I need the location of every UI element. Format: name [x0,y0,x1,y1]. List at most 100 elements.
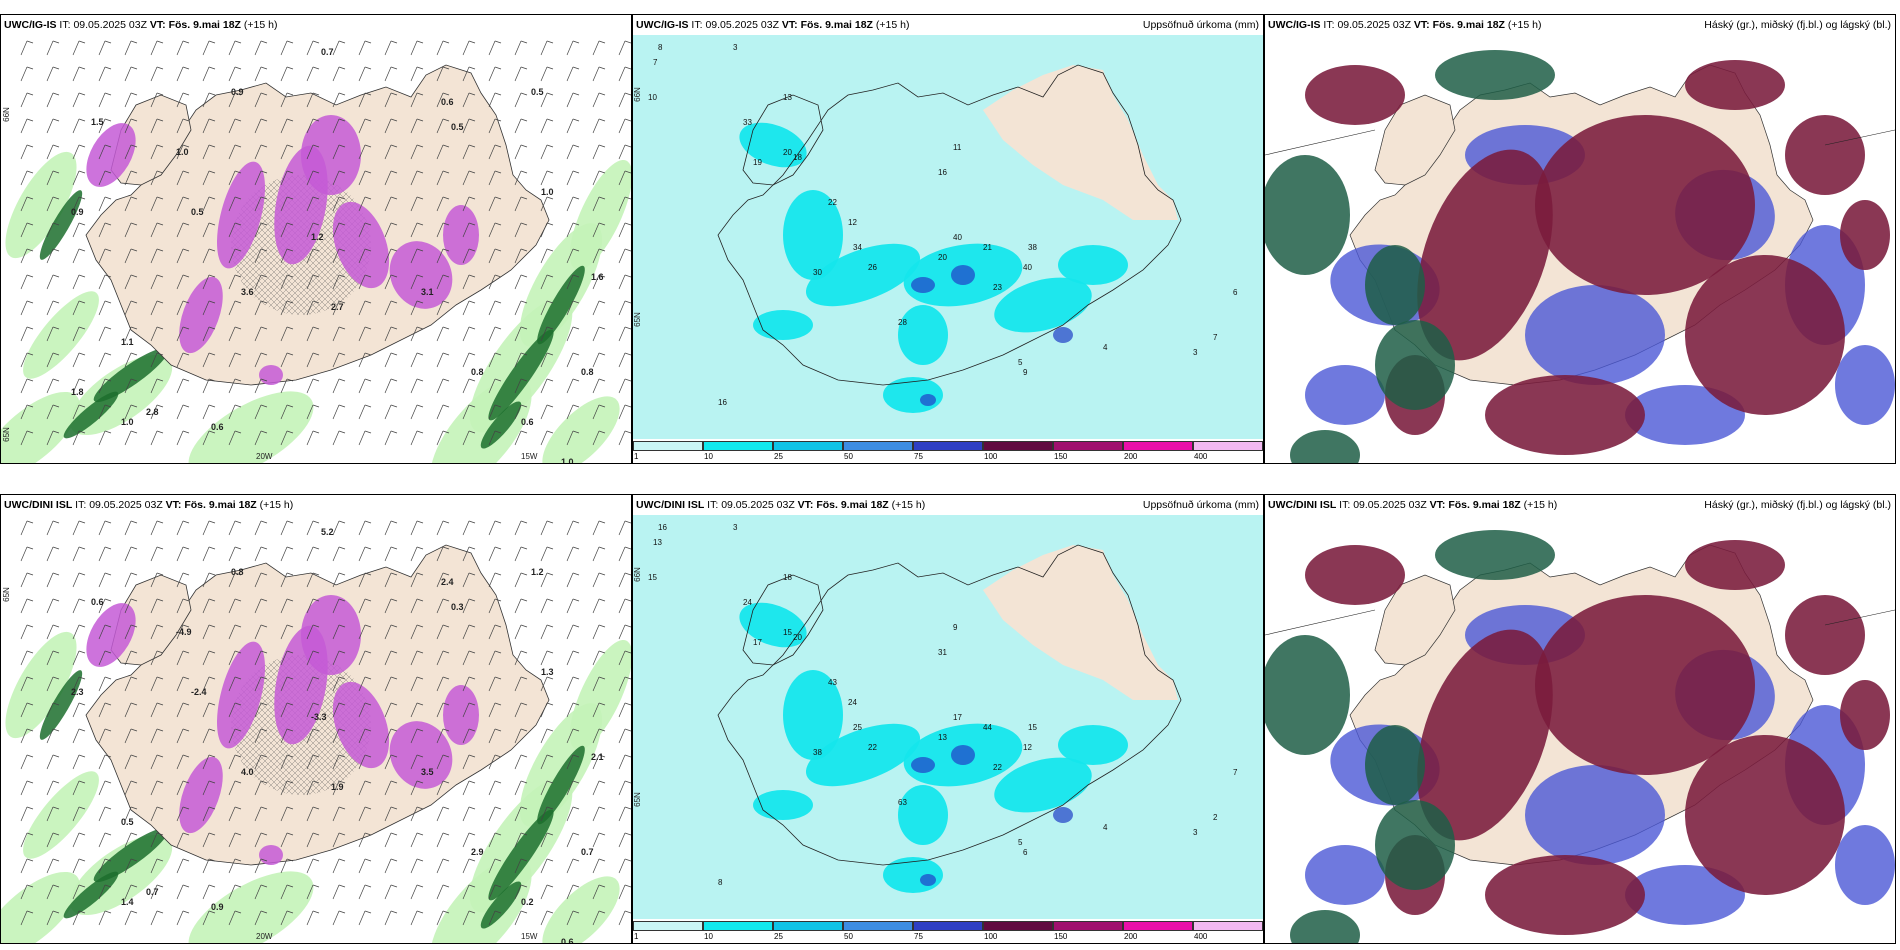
wind-barb [462,274,470,290]
wind-barb [462,858,470,874]
low-cloud-area [1625,865,1745,925]
wind-barb [462,196,470,212]
precipitation-area [783,670,843,760]
wind-barb [540,378,548,394]
wind-barb [410,520,418,536]
wind-barb [20,520,28,536]
wind-barb [306,650,314,666]
dry-land-area [983,545,1178,700]
wind-barb [46,430,54,446]
wind-barb [384,248,392,264]
wind-barb [124,910,132,926]
snowfall-area [259,365,283,385]
wind-barb [72,222,80,238]
wind-barb [566,806,574,822]
wind-barb [176,676,184,692]
wind-barb [566,910,574,926]
wind-barb [254,754,262,770]
wind-barb [98,572,106,588]
value-label: 0.6 [91,597,104,607]
wind-barb [228,832,236,848]
wind-barb [462,780,470,796]
value-label: 0.8 [471,367,484,377]
strong-wind-area [39,190,83,260]
wind-barb [176,66,184,82]
wind-barb [592,832,600,848]
wind-barb [176,650,184,666]
model-name: UWC/IG-IS [1268,19,1321,31]
wind-barb [280,806,288,822]
heavy-precipitation-area [951,265,975,285]
value-label: 2.9 [471,847,484,857]
wind-barb [202,92,210,108]
wind-barb [332,274,340,290]
wind-barb [514,702,522,718]
wind-barb [150,858,158,874]
wind-barb [462,884,470,900]
colorbar-tick-label: 400 [1194,932,1208,941]
wind-barb [592,40,600,56]
wind-snow-map: 0.7 0.6 0.5 0.9 1.0 0.5 1.2 1.0 1.6 3.1 2.7 3.6 0.8 1… [1,40,631,463]
wind-barb [254,520,262,536]
wind-barb [514,858,522,874]
colorbar-tick-label: 1 [634,452,639,461]
wind-barb [436,728,444,744]
issue-label: IT: [1339,499,1351,511]
wind-barb [254,676,262,692]
wind-barb [410,118,418,134]
value-label: 1.8 [71,387,84,397]
wind-barb [410,274,418,290]
wind-barb [202,248,210,264]
wind-barb [20,598,28,614]
wind-barb [436,378,444,394]
wind-barb [228,40,236,56]
wind-barb [72,118,80,134]
wind-barb [618,728,626,744]
wind-barb [540,404,548,420]
wind-barb [332,910,340,926]
wind-barb [98,598,106,614]
wind-barb [176,572,184,588]
wind-barb [306,728,314,744]
wind-barb [150,248,158,264]
wind-barb [280,196,288,212]
wind-barb [358,754,366,770]
issue-label: IT: [691,19,703,31]
wind-barb [124,780,132,796]
precip-value-label: 24 [848,698,857,707]
wind-barb [150,754,158,770]
value-label: 2.3 [71,687,84,697]
lead-time: (+15 h) [1507,19,1542,31]
precip-value-label: 23 [993,283,1002,292]
wind-barb [618,598,626,614]
latitude-label: 65N [632,312,642,327]
wind-barb [436,624,444,640]
wind-barb [254,780,262,796]
wind-barb [384,352,392,368]
lead-time: (+15 h) [891,499,926,511]
wind-barb [566,520,574,536]
wind-barb [98,780,106,796]
wind-barb [98,66,106,82]
wind-area [23,291,99,379]
wind-barb [618,222,626,238]
wind-barb [488,806,496,822]
wind-barb [436,546,444,562]
wind-barb [488,754,496,770]
wind-barb [358,222,366,238]
wind-barb [462,248,470,264]
precipitation-area [994,757,1092,813]
wind-barb [306,300,314,316]
value-label: 0.7 [321,47,334,57]
wind-barb [254,832,262,848]
wind-barb [332,430,340,446]
lead-time: (+15 h) [1523,499,1558,511]
wind-barb [228,300,236,316]
wind-barb [98,676,106,692]
value-label: -3.3 [311,712,327,722]
wind-barb [540,352,548,368]
longitude-label: 20W [256,932,273,941]
latitude-label: 65N [1,427,11,442]
wind-barb [592,378,600,394]
wind-barb [150,910,158,926]
